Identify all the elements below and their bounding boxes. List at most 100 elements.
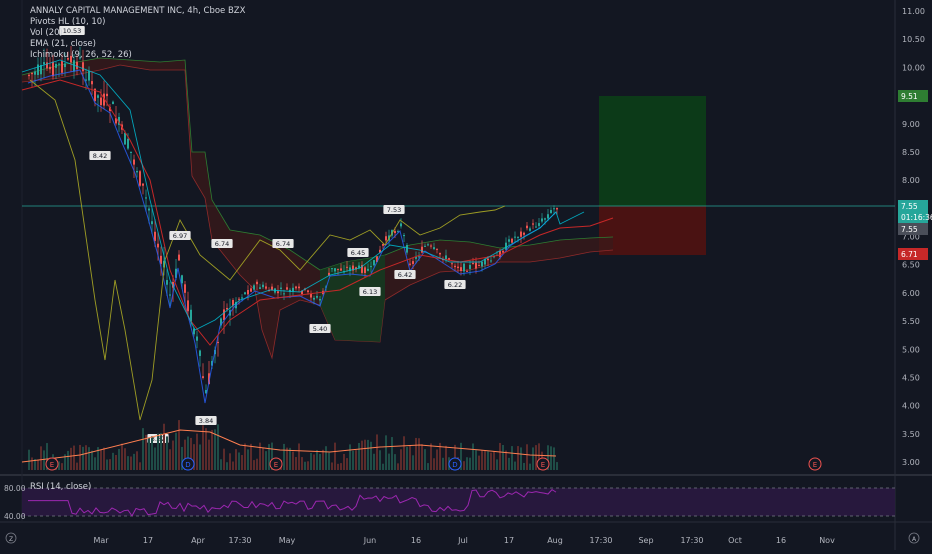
candle-body (367, 268, 369, 271)
candle-body (271, 286, 273, 291)
ichimoku-cloud (22, 58, 613, 358)
candle-body (493, 255, 495, 258)
volume-bar (253, 460, 255, 470)
volume-bar (484, 450, 486, 470)
volume-bar (415, 437, 417, 470)
candle-body (538, 223, 540, 226)
volume-bar (553, 447, 555, 470)
pivot-label-bg (359, 287, 381, 296)
candle-body (283, 293, 285, 295)
time-tick-label: Jul (457, 536, 468, 545)
volume-bar (283, 443, 285, 470)
volume-bar (298, 443, 300, 470)
price-tick-label: 4.50 (902, 373, 920, 382)
candle-body (376, 256, 378, 262)
symbol-title: ANNALY CAPITAL MANAGEMENT INC, 4h, Cboe … (30, 6, 246, 16)
volume-bar (319, 453, 321, 470)
volume-bar (469, 457, 471, 470)
candle-body (154, 231, 156, 241)
countdown-tag: 01:16:36 (901, 213, 932, 222)
volume-bar (40, 446, 42, 470)
candle-body (490, 260, 492, 262)
candle-body (61, 61, 63, 73)
indicator-ichimoku[interactable]: Ichimoku (9, 26, 52, 26) (30, 50, 132, 60)
volume-bar (418, 438, 420, 470)
candle-body (232, 299, 234, 306)
volume-bar (505, 450, 507, 470)
candle-body (418, 256, 420, 258)
volume-bars (28, 420, 558, 470)
volume-bar (394, 454, 396, 470)
volume-bar (301, 457, 303, 470)
volume-bar (67, 450, 69, 470)
pivot-label-bg (169, 231, 191, 240)
volume-bar (130, 456, 132, 470)
time-tick-label: Apr (191, 536, 206, 545)
candle-body (211, 361, 213, 366)
candle-body (163, 260, 165, 268)
volume-bar (463, 461, 465, 470)
price-tick-label: 3.00 (902, 458, 920, 467)
volume-bar (118, 448, 120, 470)
volume-bar (127, 456, 129, 470)
candle-body (250, 288, 252, 292)
candle-body (97, 95, 99, 98)
volume-bar (259, 442, 261, 470)
indicator-ema[interactable]: EMA (21, close) (30, 39, 96, 49)
volume-bar (46, 443, 48, 470)
rsi-legend[interactable]: RSI (14, close) (30, 482, 92, 492)
indicator-volume[interactable]: Vol (20) (30, 28, 63, 38)
time-tick-label: 17 (143, 536, 153, 545)
rsi-level-label: 40.00 (4, 512, 26, 521)
candle-body (352, 265, 354, 271)
stop-price-tag: 6.71 (901, 250, 918, 259)
candle-body (427, 244, 429, 246)
candle-body (88, 71, 90, 81)
candle-body (532, 223, 534, 225)
volume-bar (100, 449, 102, 470)
indicator-pivots[interactable]: Pivots HL (10, 10) (30, 17, 106, 27)
volume-bar (535, 445, 537, 470)
ichimoku-span-b (21, 64, 614, 360)
ema-price-tag-bg (898, 223, 928, 235)
pivot-label: 6.13 (363, 288, 377, 296)
volume-bar (367, 439, 369, 470)
volume-bar (436, 449, 438, 470)
ema-line (27, 69, 557, 404)
candle-body (412, 261, 414, 264)
pivot-label-bg (347, 248, 369, 257)
candle-body (526, 225, 528, 229)
volume-bar (406, 446, 408, 470)
candle-body (514, 236, 516, 238)
candle-body (151, 221, 153, 225)
volume-bar (181, 446, 183, 470)
time-tick-label: 17:30 (589, 536, 612, 545)
volume-bar (235, 449, 237, 470)
timezone-icon (5, 532, 17, 544)
candle-body (64, 63, 66, 68)
candle-body (76, 61, 78, 69)
candle-body (550, 210, 552, 213)
candle-body (433, 247, 435, 250)
candle-body (481, 261, 483, 267)
candle-body (226, 307, 228, 310)
ema-price-tag: 7.55 (901, 225, 918, 234)
volume-bar (430, 443, 432, 470)
volume-bar (172, 440, 174, 470)
candle-body (316, 296, 318, 298)
volume-bar (271, 442, 273, 470)
candle-body (238, 298, 240, 300)
candle-body (46, 62, 48, 69)
candle-body (94, 88, 96, 102)
volume-bar (460, 442, 462, 470)
candle-body (280, 287, 282, 289)
indicator-legend: ANNALY CAPITAL MANAGEMENT INC, 4h, Cboe … (30, 6, 245, 61)
candle-body (301, 290, 303, 295)
volume-bar (409, 445, 411, 470)
volume-bar (61, 463, 63, 470)
candle-body (358, 265, 360, 268)
event-marker (536, 457, 550, 471)
candle-body (142, 183, 144, 186)
candle-body (55, 63, 57, 68)
